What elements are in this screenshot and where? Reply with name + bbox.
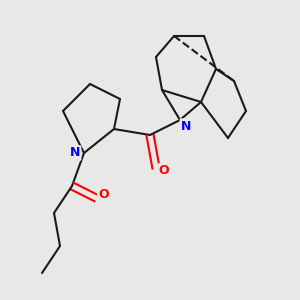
Text: O: O	[98, 188, 109, 202]
Text: N: N	[181, 119, 191, 133]
Text: N: N	[70, 146, 80, 160]
Text: O: O	[158, 164, 169, 178]
